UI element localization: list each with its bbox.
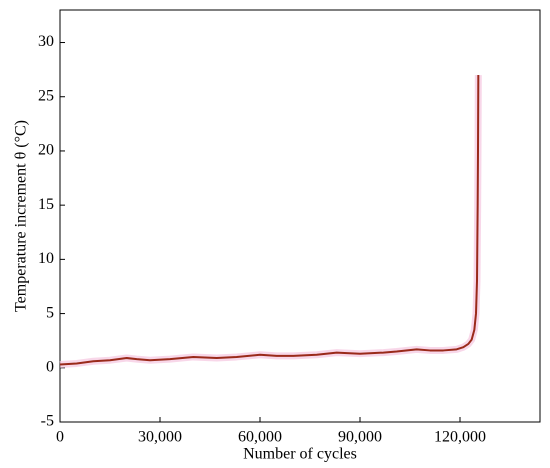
line-glow [59, 75, 482, 369]
x-tick-label: 0 [56, 429, 64, 446]
plot-frame [59, 9, 541, 423]
y-tick-label: 15 [38, 196, 54, 213]
x-tick-label: 30,000 [138, 429, 182, 446]
y-tick-label: 20 [38, 142, 54, 159]
x-tick-label: 90,000 [338, 429, 382, 446]
y-tick-label: 5 [46, 304, 54, 321]
y-tick-label: 0 [46, 358, 54, 375]
y-tick-label: 30 [38, 33, 54, 50]
y-tick-label: -5 [41, 413, 54, 430]
line [59, 75, 480, 366]
x-tick-label: 60,000 [238, 429, 282, 446]
x-axis-label: Number of cycles [243, 446, 357, 463]
x-tick-label: 120,000 [434, 429, 486, 446]
y-axis-label: Temperature increment θ (°C) [13, 120, 30, 312]
y-tick-label: 25 [38, 87, 54, 104]
y-tick-label: 10 [38, 250, 54, 267]
